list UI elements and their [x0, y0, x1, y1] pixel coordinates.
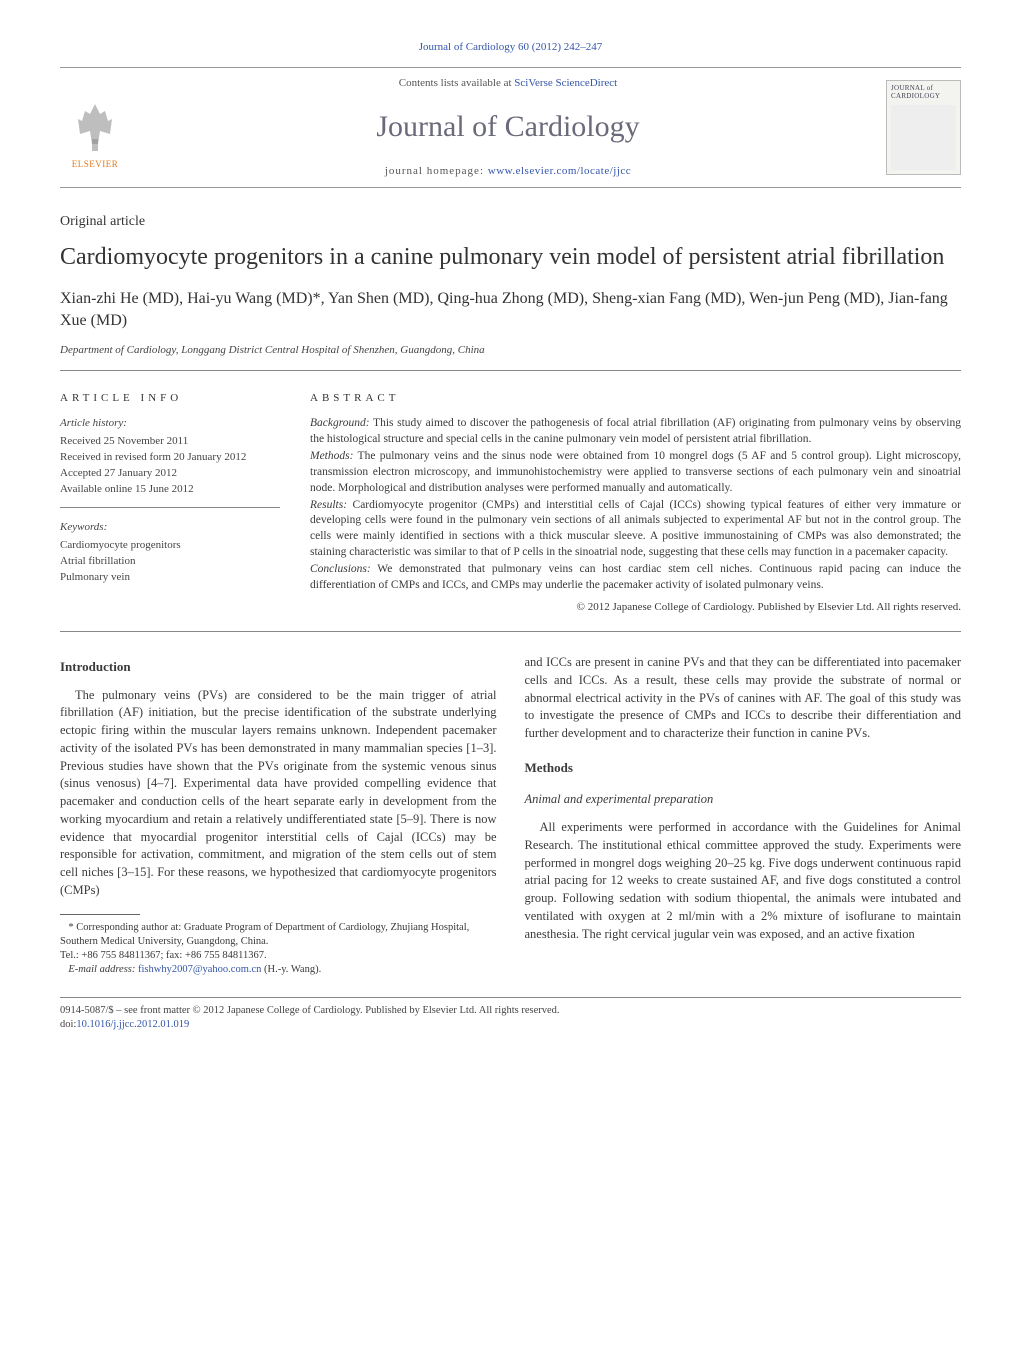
publisher-name: ELSEVIER: [72, 158, 119, 171]
abstract-background: Background: This study aimed to discover…: [310, 416, 961, 448]
footnote-divider: [60, 914, 140, 915]
keyword: Cardiomyocyte progenitors: [60, 538, 280, 554]
abs-label: Results:: [310, 499, 347, 511]
footer-copyright: 0914-5087/$ – see front matter © 2012 Ja…: [60, 1004, 961, 1018]
intro-para: The pulmonary veins (PVs) are considered…: [60, 687, 497, 900]
divider: [60, 370, 961, 371]
footer-doi: doi:10.1016/j.jjcc.2012.01.019: [60, 1018, 961, 1032]
keywords-block: Keywords: Cardiomyocyte progenitors Atri…: [60, 520, 280, 585]
contents-available: Contents lists available at SciVerse Sci…: [142, 76, 874, 91]
history-line: Accepted 27 January 2012: [60, 466, 280, 482]
body-columns: Introduction The pulmonary veins (PVs) a…: [60, 654, 961, 977]
article-title: Cardiomyocyte progenitors in a canine pu…: [60, 242, 961, 272]
corr-footnote: * Corresponding author at: Graduate Prog…: [60, 921, 497, 949]
abs-text: This study aimed to discover the pathoge…: [310, 417, 961, 445]
article-type: Original article: [60, 212, 961, 232]
doi-link[interactable]: 10.1016/j.jjcc.2012.01.019: [76, 1019, 189, 1030]
homepage-link[interactable]: www.elsevier.com/locate/jjcc: [488, 165, 631, 177]
abstract-heading: ABSTRACT: [310, 391, 961, 406]
intro-heading: Introduction: [60, 658, 497, 676]
abs-text: Cardiomyocyte progenitor (CMPs) and inte…: [310, 499, 961, 559]
email-suffix: (H.-y. Wang).: [261, 964, 321, 975]
history-label: Article history:: [60, 416, 280, 431]
abstract-conclusions: Conclusions: We demonstrated that pulmon…: [310, 562, 961, 594]
keyword: Pulmonary vein: [60, 570, 280, 586]
history-line: Received 25 November 2011: [60, 434, 280, 450]
elsevier-tree-icon: [70, 99, 120, 154]
history-block: Article history: Received 25 November 20…: [60, 416, 280, 508]
email-label: E-mail address:: [68, 964, 138, 975]
footer-divider: [60, 997, 961, 998]
contents-prefix: Contents lists available at: [399, 77, 514, 89]
keyword: Atrial fibrillation: [60, 554, 280, 570]
publisher-logo: ELSEVIER: [60, 85, 130, 170]
info-heading: ARTICLE INFO: [60, 391, 280, 406]
history-line: Received in revised form 20 January 2012: [60, 450, 280, 466]
abstract-results: Results: Cardiomyocyte progenitor (CMPs)…: [310, 498, 961, 561]
email-link[interactable]: fishwhy2007@yahoo.com.cn: [138, 964, 261, 975]
homepage-prefix: journal homepage:: [385, 165, 488, 177]
authors: Xian-zhi He (MD), Hai-yu Wang (MD)*, Yan…: [60, 288, 961, 333]
journal-reference: Journal of Cardiology 60 (2012) 242–247: [60, 40, 961, 55]
abs-text: We demonstrated that pulmonary veins can…: [310, 563, 961, 591]
footer: 0914-5087/$ – see front matter © 2012 Ja…: [60, 1004, 961, 1032]
footnote-block: * Corresponding author at: Graduate Prog…: [60, 914, 497, 978]
journal-ref-link[interactable]: Journal of Cardiology 60 (2012) 242–247: [419, 41, 603, 53]
abstract-methods: Methods: The pulmonary veins and the sin…: [310, 449, 961, 497]
abstract-copyright: © 2012 Japanese College of Cardiology. P…: [310, 600, 961, 615]
info-abstract-row: ARTICLE INFO Article history: Received 2…: [60, 385, 961, 632]
email-footnote: E-mail address: fishwhy2007@yahoo.com.cn…: [60, 963, 497, 977]
doi-label: doi:: [60, 1019, 76, 1030]
abstract: ABSTRACT Background: This study aimed to…: [310, 391, 961, 615]
journal-title: Journal of Cardiology: [142, 106, 874, 148]
abs-label: Conclusions:: [310, 563, 371, 575]
cover-body: [891, 105, 956, 171]
header-banner: ELSEVIER Contents lists available at Sci…: [60, 67, 961, 188]
journal-cover-thumb: JOURNAL of CARDIOLOGY: [886, 80, 961, 175]
methods-heading: Methods: [525, 759, 962, 777]
article-info: ARTICLE INFO Article history: Received 2…: [60, 391, 280, 615]
intro-cont: and ICCs are present in canine PVs and t…: [525, 654, 962, 743]
abs-label: Background:: [310, 417, 370, 429]
homepage-line: journal homepage: www.elsevier.com/locat…: [142, 164, 874, 179]
sciencedirect-link[interactable]: SciVerse ScienceDirect: [514, 77, 617, 89]
methods-subhead: Animal and experimental preparation: [525, 791, 962, 809]
cover-title: JOURNAL of CARDIOLOGY: [891, 85, 956, 100]
affiliation: Department of Cardiology, Longgang Distr…: [60, 343, 961, 358]
header-center: Contents lists available at SciVerse Sci…: [142, 76, 874, 179]
tel-footnote: Tel.: +86 755 84811367; fax: +86 755 848…: [60, 949, 497, 963]
methods-para: All experiments were performed in accord…: [525, 819, 962, 943]
keywords-label: Keywords:: [60, 520, 280, 535]
history-line: Available online 15 June 2012: [60, 482, 280, 498]
abs-text: The pulmonary veins and the sinus node w…: [310, 450, 961, 494]
abs-label: Methods:: [310, 450, 353, 462]
